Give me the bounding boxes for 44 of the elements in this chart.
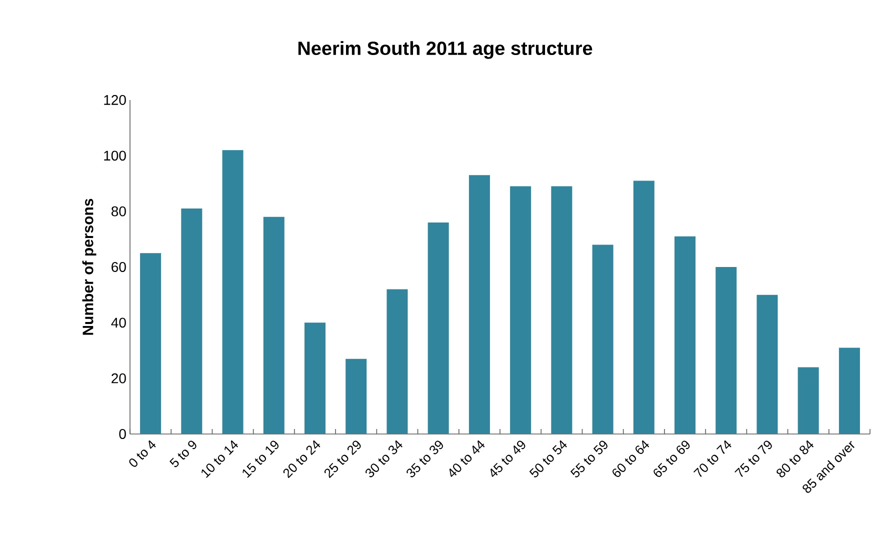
y-tick-label: 100 [104,150,126,161]
x-tick-label: 15 to 19 [242,440,279,478]
bar [346,358,367,434]
bar [181,208,202,434]
y-tick-label: 40 [111,318,126,328]
x-tick-label: 50 to 54 [529,440,567,478]
bar [716,267,737,434]
x-tick-label: 45 to 49 [490,440,526,478]
bar [838,348,860,434]
x-tick-label: 25 to 29 [324,440,361,478]
x-tick-label: 60 to 64 [612,440,650,477]
bar [428,222,449,434]
y-tick-label: 60 [112,262,126,272]
bar [633,180,654,434]
x-tick-label: 10 to 14 [202,440,238,478]
y-tick-label: 120 [104,95,126,105]
x-tick-label: 75 to 79 [734,440,772,477]
bar [510,186,532,434]
bar [756,294,778,434]
bar [674,236,696,434]
x-tick-label: 65 to 69 [654,440,690,477]
bar [551,186,572,434]
bar [592,244,614,434]
bar [222,150,244,434]
bar [263,216,284,434]
chart-title: Neerim South 2011 age structure [298,41,592,59]
y-tick-label: 20 [112,373,126,384]
x-tick-label: 20 to 24 [283,440,320,478]
bar [798,367,819,434]
x-tick-label: 40 to 44 [449,440,485,478]
bar [140,253,162,434]
x-tick-label: 35 to 39 [406,440,443,478]
x-tick-label: 70 to 74 [693,440,732,477]
bar [468,175,490,434]
bar [304,322,326,434]
y-tick-label: 0 [119,429,126,439]
x-tick-label: 80 to 84 [776,440,814,478]
x-tick-label: 0 to 4 [129,440,156,467]
bar [386,289,408,434]
x-tick-label: 55 to 59 [570,440,608,478]
x-tick-label: 30 to 34 [366,440,402,478]
y-tick-label: 80 [112,206,126,216]
x-tick-label: 5 to 9 [170,440,196,468]
y-axis-title: Number of persons [82,198,96,335]
